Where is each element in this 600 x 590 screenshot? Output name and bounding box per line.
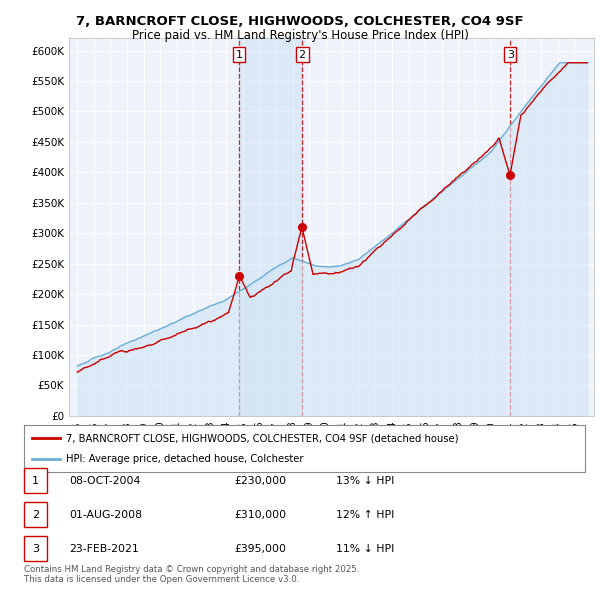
Text: 12% ↑ HPI: 12% ↑ HPI bbox=[336, 510, 394, 520]
Text: £395,000: £395,000 bbox=[234, 545, 286, 554]
Text: 01-AUG-2008: 01-AUG-2008 bbox=[69, 510, 142, 520]
Text: 23-FEB-2021: 23-FEB-2021 bbox=[69, 545, 139, 554]
Text: HPI: Average price, detached house, Colchester: HPI: Average price, detached house, Colc… bbox=[66, 454, 304, 464]
Text: 2: 2 bbox=[299, 50, 306, 60]
Text: 3: 3 bbox=[32, 545, 39, 554]
Text: 08-OCT-2004: 08-OCT-2004 bbox=[69, 476, 140, 486]
Text: 7, BARNCROFT CLOSE, HIGHWOODS, COLCHESTER, CO4 9SF (detached house): 7, BARNCROFT CLOSE, HIGHWOODS, COLCHESTE… bbox=[66, 433, 458, 443]
Text: Contains HM Land Registry data © Crown copyright and database right 2025.
This d: Contains HM Land Registry data © Crown c… bbox=[24, 565, 359, 584]
Text: 2: 2 bbox=[32, 510, 39, 520]
Text: £310,000: £310,000 bbox=[234, 510, 286, 520]
Text: 3: 3 bbox=[506, 50, 514, 60]
Text: 13% ↓ HPI: 13% ↓ HPI bbox=[336, 476, 394, 486]
Text: 7, BARNCROFT CLOSE, HIGHWOODS, COLCHESTER, CO4 9SF: 7, BARNCROFT CLOSE, HIGHWOODS, COLCHESTE… bbox=[76, 15, 524, 28]
Text: 11% ↓ HPI: 11% ↓ HPI bbox=[336, 545, 394, 554]
Text: 1: 1 bbox=[32, 476, 39, 486]
Text: 1: 1 bbox=[236, 50, 242, 60]
Text: £230,000: £230,000 bbox=[234, 476, 286, 486]
Bar bbox=[239, 38, 302, 416]
Text: Price paid vs. HM Land Registry's House Price Index (HPI): Price paid vs. HM Land Registry's House … bbox=[131, 30, 469, 42]
